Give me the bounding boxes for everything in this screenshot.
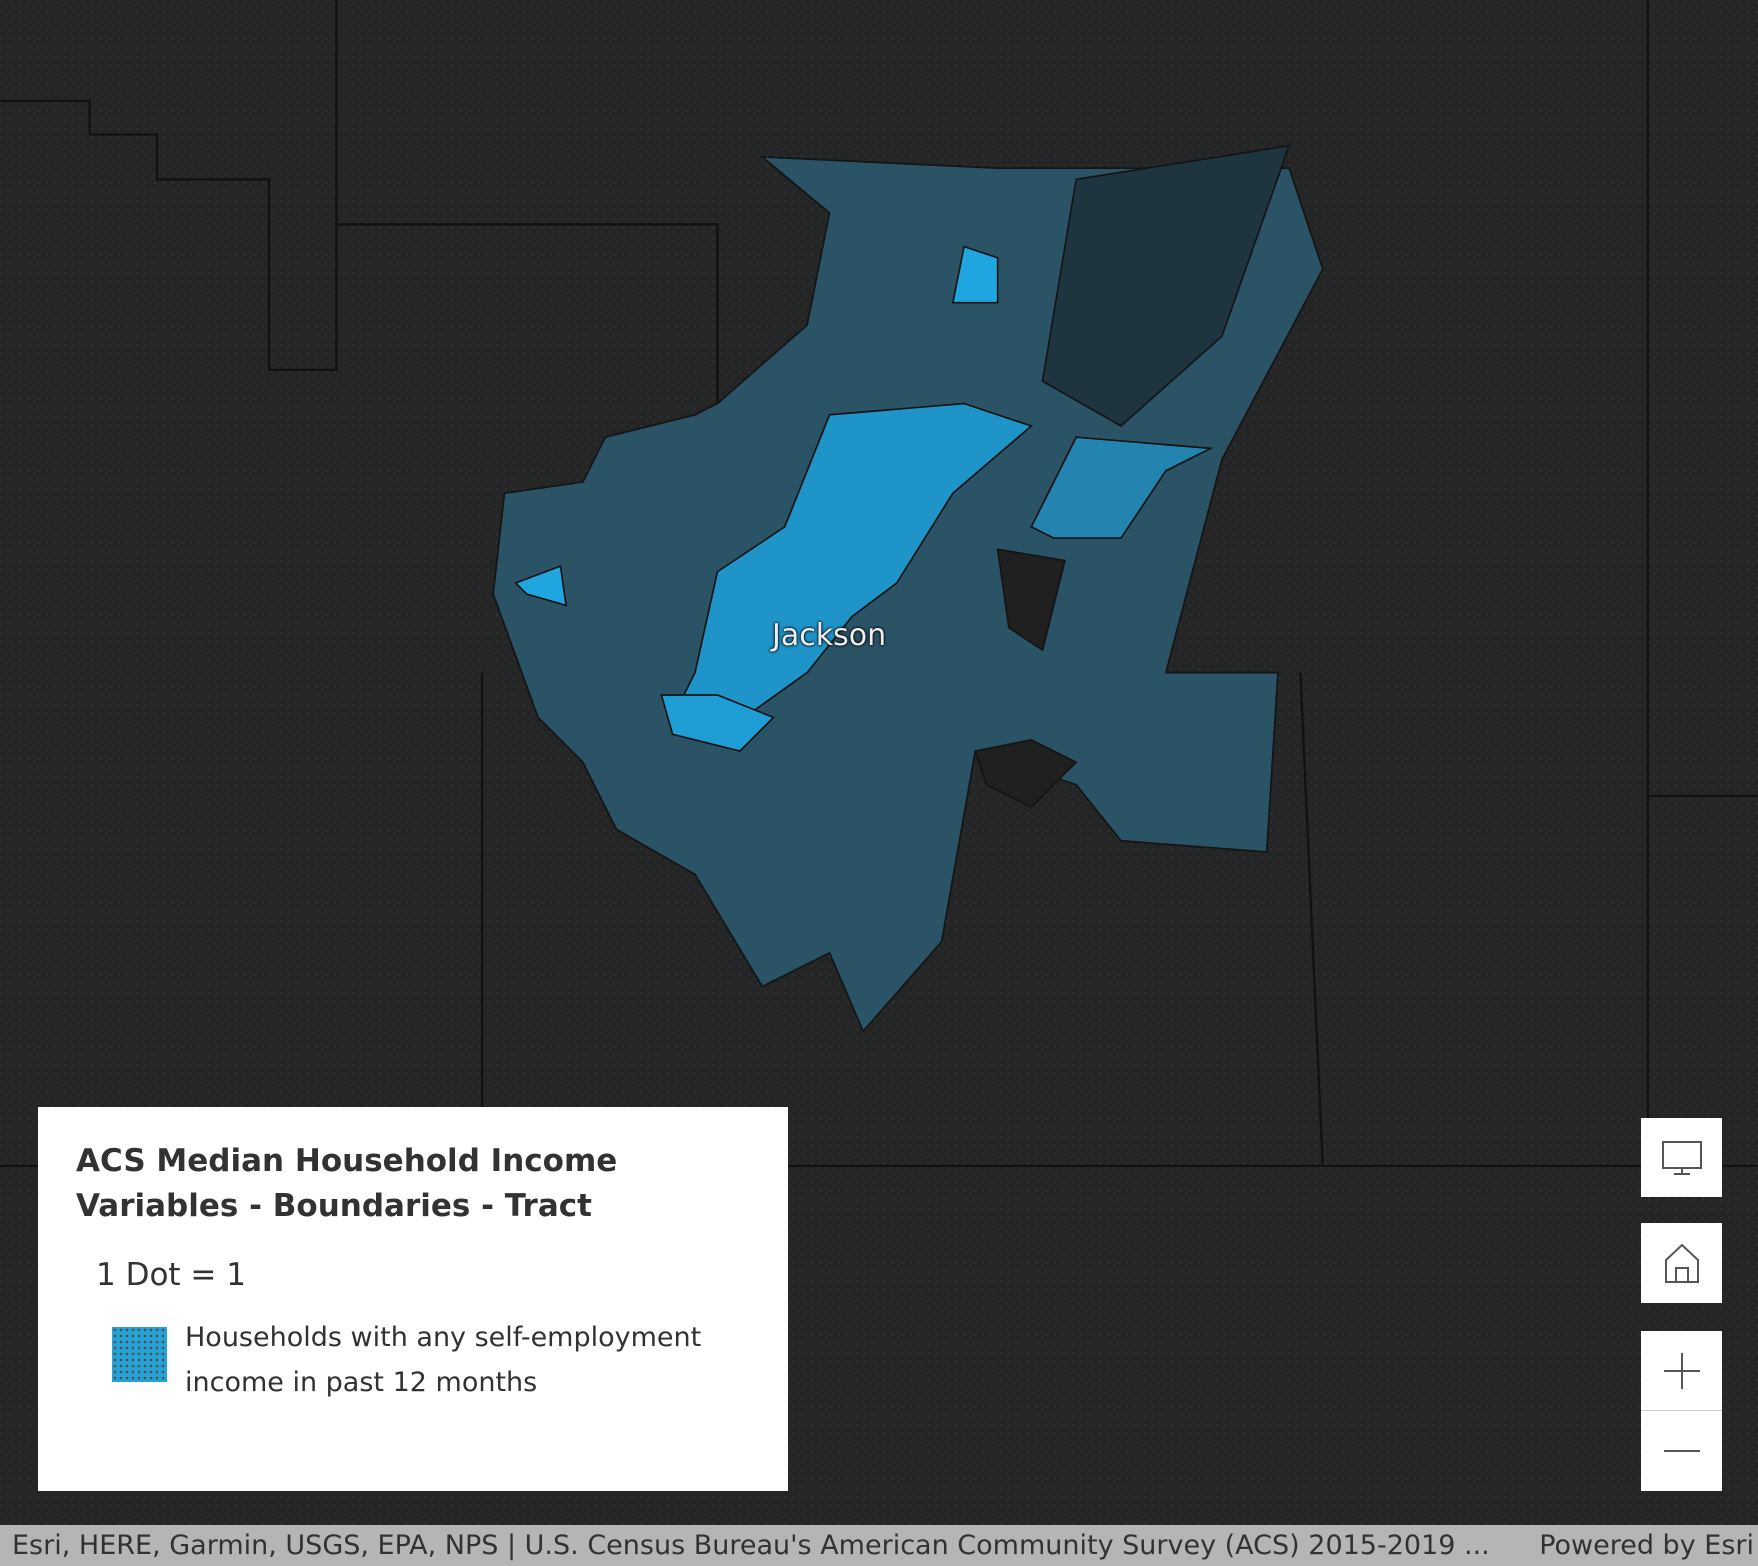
legend-title: ACS Median Household Income Variables - … [76,1143,618,1224]
attribution-sources[interactable]: Esri, HERE, Garmin, USGS, EPA, NPS | U.S… [12,1530,1490,1561]
fullscreen-button[interactable] [1641,1118,1722,1197]
dot-value: 1 Dot = 1 [96,1257,246,1293]
place-label: Jackson [772,618,887,653]
icon [1661,1140,1702,1175]
legend: ACS Median Household Income Variables - … [38,1107,788,1491]
powered-by[interactable]: Powered by Esri [1539,1530,1754,1561]
map [0,0,1758,1525]
icon [1663,1352,1700,1389]
legend-item-label: Households with any self-employment inco… [185,1322,702,1398]
zoom-in-button[interactable] [1641,1331,1722,1411]
attribution-bar: Esri, HERE, Garmin, USGS, EPA, NPS | U.S… [0,1525,1758,1566]
zoom-out-button[interactable] [1641,1411,1722,1491]
home-button[interactable] [1641,1223,1722,1303]
icon [1663,1450,1700,1452]
legend-item: Households with any self-employment inco… [112,1315,750,1405]
legend-swatch [112,1327,167,1382]
icon [1664,1243,1699,1283]
